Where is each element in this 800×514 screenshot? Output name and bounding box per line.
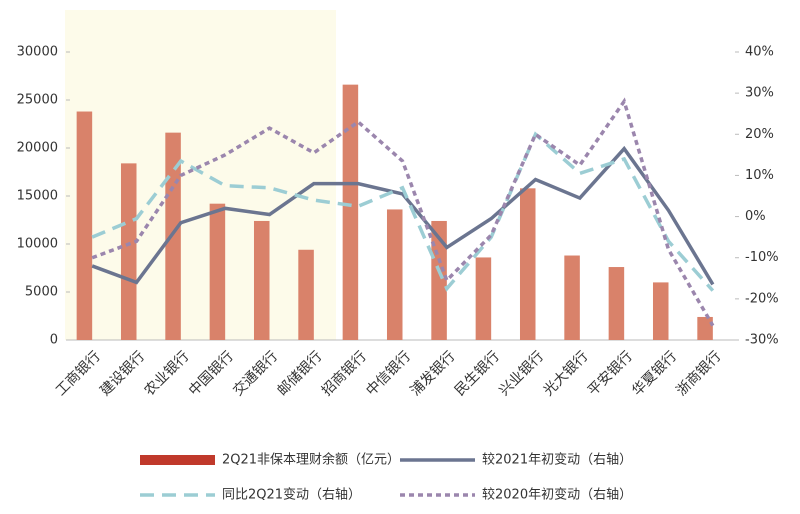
- x-tick-label: 建设银行: [97, 348, 148, 399]
- bar: [298, 249, 314, 340]
- bar: [342, 84, 359, 340]
- y-tick-label: 0: [50, 333, 58, 348]
- x-tick-label: 招商银行: [319, 348, 370, 399]
- bar: [253, 220, 270, 340]
- y-tick-label: 20000: [17, 141, 58, 156]
- bar: [76, 111, 93, 341]
- line: [91, 131, 715, 292]
- bar: [608, 267, 625, 340]
- y2-tick-label: 10%: [745, 168, 774, 183]
- bar: [652, 282, 669, 340]
- y2-tick-label: 0%: [745, 209, 766, 224]
- bar: [475, 257, 492, 340]
- bar: [209, 203, 226, 340]
- bar: [386, 209, 403, 340]
- y2-tick-label: 20%: [745, 127, 774, 142]
- y2-tick-label: 30%: [745, 86, 774, 101]
- y-tick-label: 15000: [17, 189, 58, 204]
- legend-label: 2Q21非保本理财余额（亿元）: [222, 452, 400, 468]
- x-tick-label: 华夏银行: [629, 348, 680, 399]
- x-tick-label: 浦发银行: [408, 348, 459, 399]
- y-tick-label: 30000: [17, 45, 58, 60]
- x-tick-label: 邮储银行: [275, 348, 326, 399]
- bar: [120, 163, 137, 340]
- y2-tick-label: 40%: [745, 45, 774, 60]
- legend-swatch: [140, 455, 215, 465]
- x-tick-label: 光大银行: [541, 348, 592, 399]
- bar: [165, 132, 181, 340]
- y-tick-label: 5000: [25, 285, 58, 300]
- bar: [697, 316, 713, 340]
- x-tick-label: 平安银行: [585, 348, 636, 399]
- x-tick-label: 农业银行: [142, 348, 193, 399]
- y-tick-label: 10000: [17, 237, 58, 252]
- y2-tick-label: -30%: [745, 333, 779, 348]
- bar: [564, 255, 580, 340]
- legend-label: 较2020年初变动（右轴）: [482, 487, 632, 503]
- legend-label: 同比2Q21变动（右轴）: [222, 487, 361, 503]
- x-tick-label: 工商银行: [53, 348, 104, 399]
- y2-tick-label: -10%: [745, 250, 779, 265]
- legend-label: 较2021年初变动（右轴）: [482, 452, 632, 468]
- line: [91, 97, 715, 327]
- y2-tick-label: -20%: [745, 291, 779, 306]
- x-tick-label: 中国银行: [186, 348, 237, 399]
- x-tick-label: 中信银行: [363, 348, 414, 399]
- highlight-region: [65, 10, 336, 340]
- x-tick-label: 民生银行: [452, 348, 503, 399]
- y-tick-label: 25000: [17, 93, 58, 108]
- bar: [519, 188, 536, 340]
- x-tick-label: 交通银行: [230, 348, 282, 400]
- x-tick-label: 浙商银行: [674, 348, 725, 399]
- x-tick-label: 兴业银行: [496, 348, 547, 399]
